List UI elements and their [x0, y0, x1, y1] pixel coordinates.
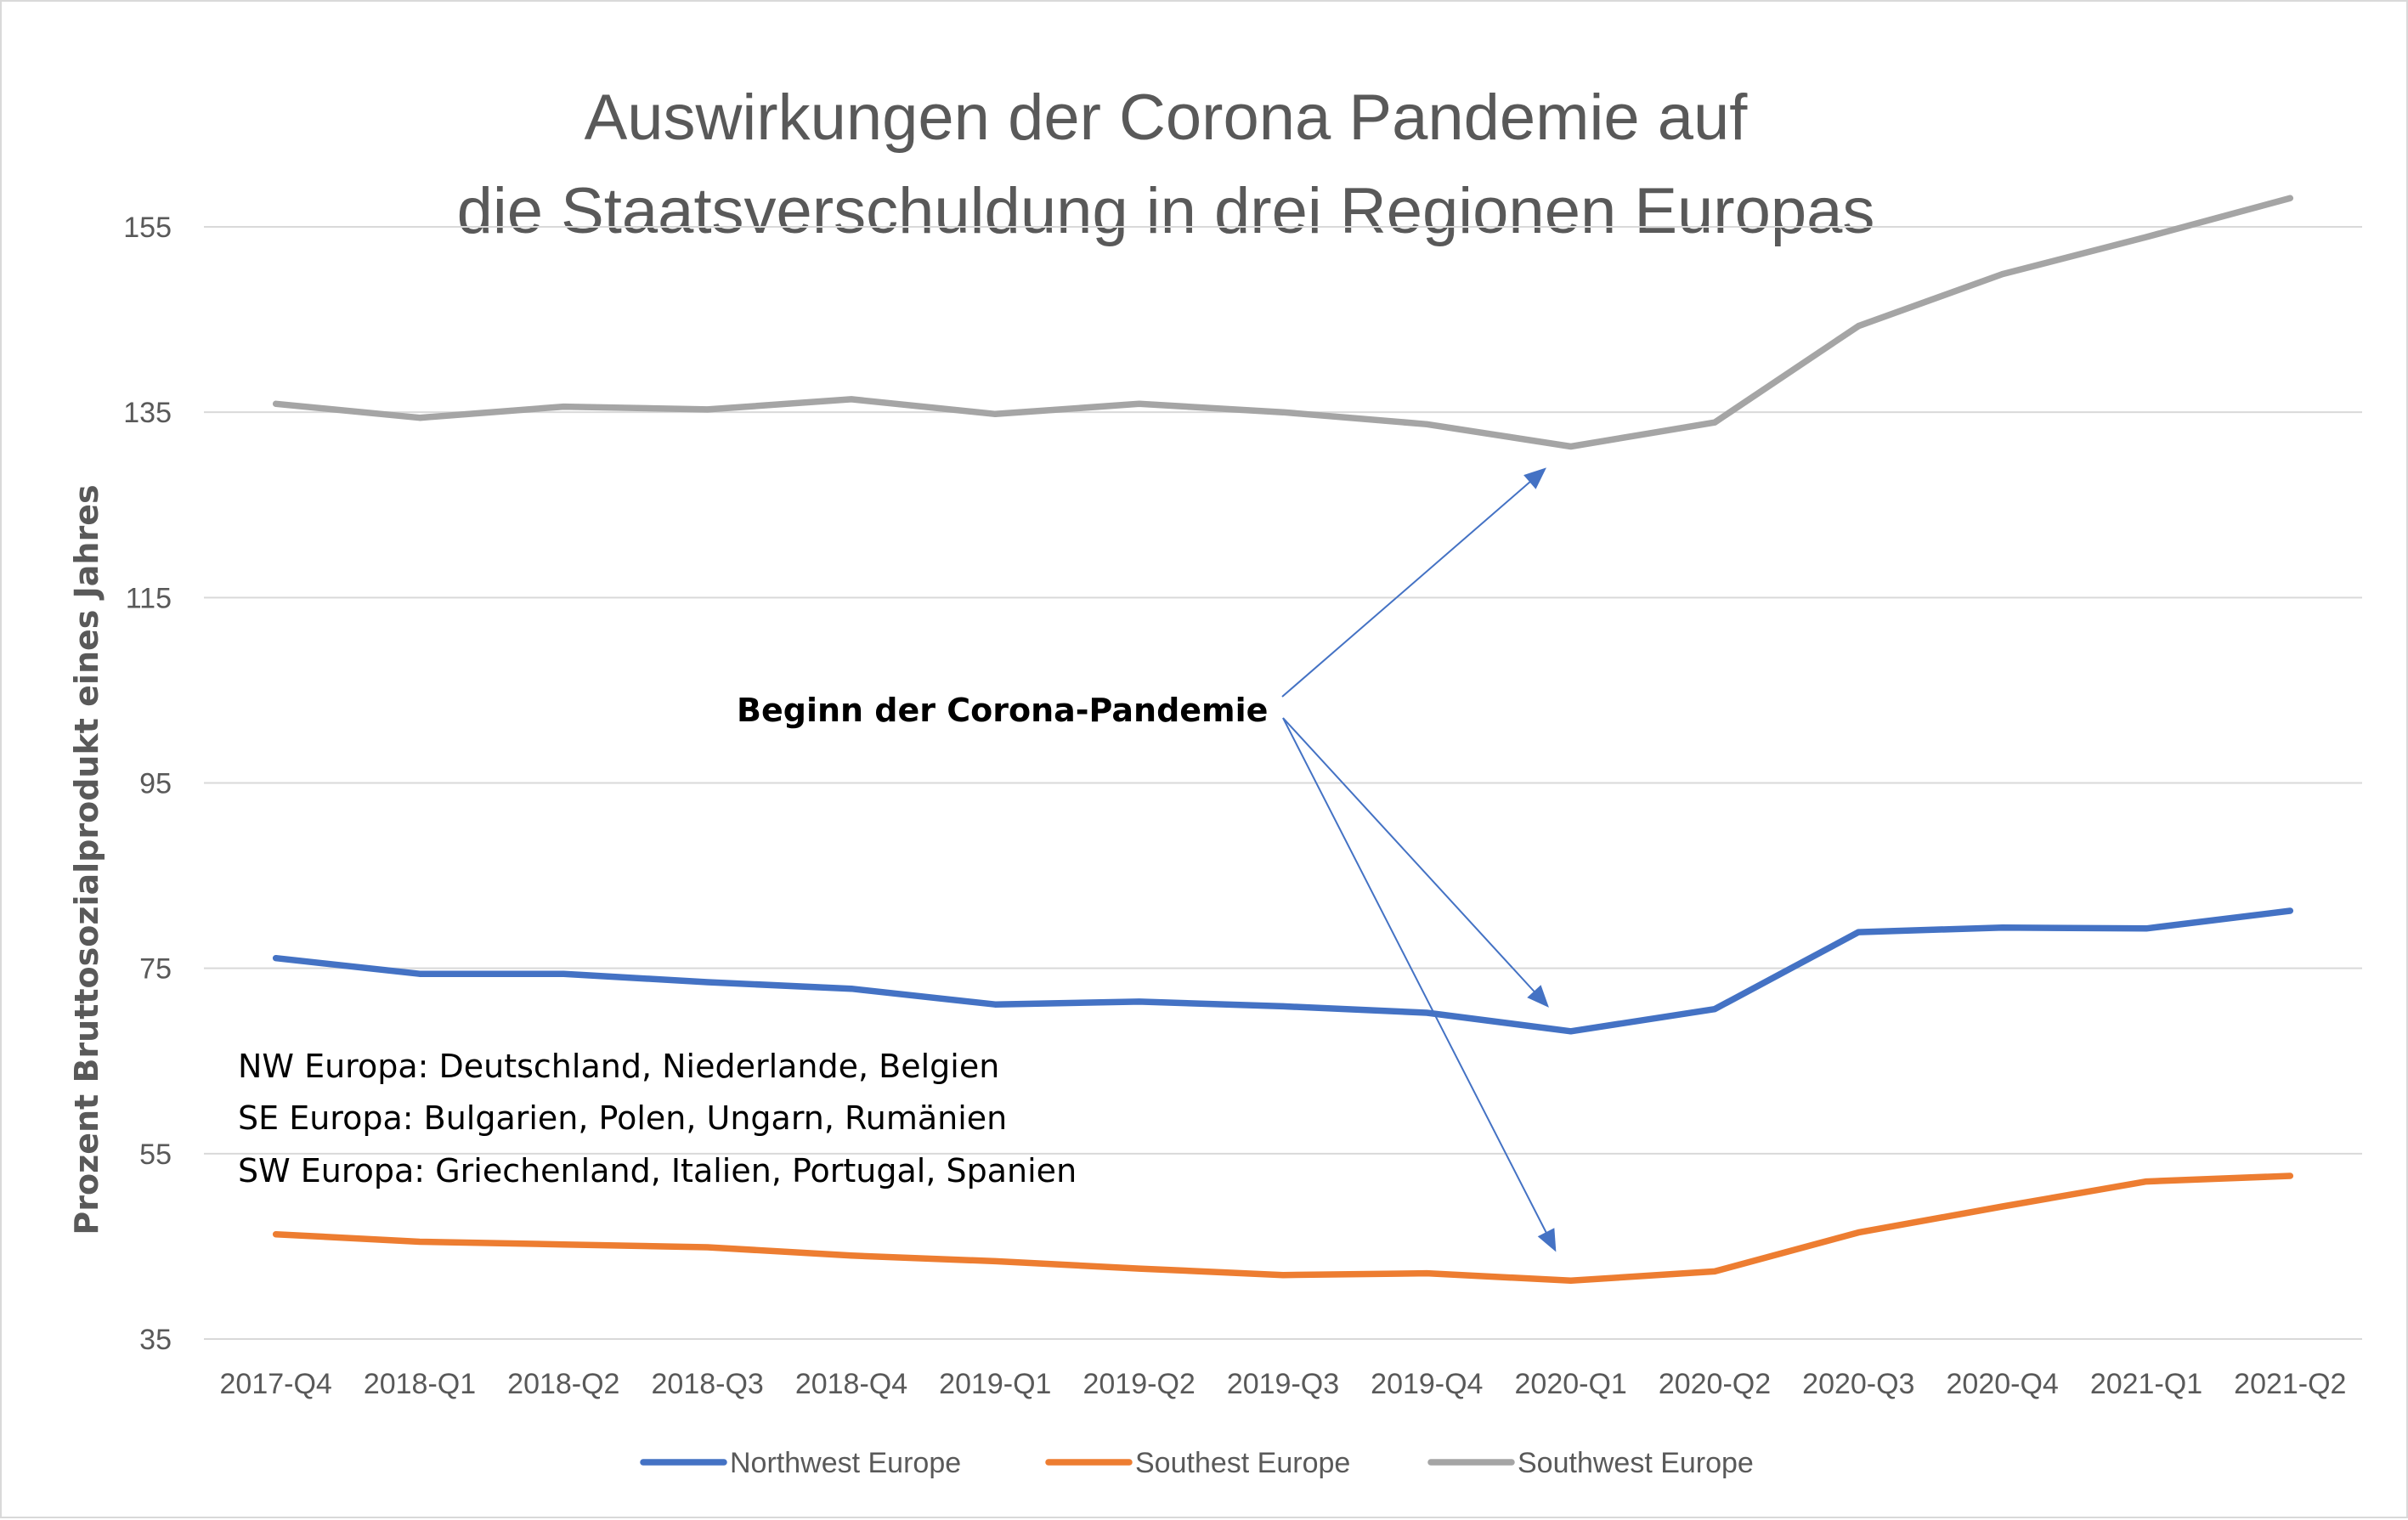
data-point-southwest-europe-2018-q3: [704, 406, 711, 413]
data-point-southest-europe-2018-q2: [560, 1241, 567, 1248]
y-tick-155: 155: [123, 212, 172, 244]
data-point-northwest-europe-2021-q1: [2143, 925, 2150, 932]
data-point-northwest-europe-2017-q4: [273, 955, 280, 962]
x-tick-2020-q4: 2020-Q4: [1947, 1368, 2059, 1400]
note-nw: NW Europa: Deutschland, Niederlande, Bel…: [238, 1048, 999, 1085]
data-point-southest-europe-2018-q1: [416, 1238, 423, 1245]
data-point-northwest-europe-2019-q4: [1423, 1009, 1430, 1016]
y-tick-75: 75: [139, 953, 172, 986]
x-tick-2019-q2: 2019-Q2: [1083, 1368, 1196, 1400]
data-point-northwest-europe-2021-q2: [2286, 907, 2293, 914]
annotation-arrowhead-southwest-europe: [1523, 467, 1546, 489]
data-point-southwest-europe-2017-q4: [273, 400, 280, 407]
data-point-northwest-europe-2020-q4: [1999, 924, 2006, 931]
data-point-northwest-europe-2018-q3: [704, 979, 711, 986]
data-point-northwest-europe-2020-q1: [1568, 1028, 1574, 1035]
data-point-southwest-europe-2019-q1: [992, 410, 998, 417]
legend-label-southest-europe: Southest Europe: [1135, 1447, 1350, 1479]
data-point-northwest-europe-2018-q4: [848, 986, 855, 992]
y-tick-95: 95: [139, 768, 172, 800]
y-tick-55: 55: [139, 1139, 172, 1171]
legend-label-northwest-europe: Northwest Europe: [730, 1447, 961, 1479]
pandemic-annotation: Beginn der Corona-Pandemie: [737, 467, 1557, 1252]
data-point-northwest-europe-2018-q2: [560, 970, 567, 977]
data-point-northwest-europe-2019-q2: [1136, 998, 1143, 1005]
region-notes: NW Europa: Deutschland, Niederlande, Bel…: [238, 1048, 1077, 1189]
series-lines: [272, 195, 2294, 1285]
series-line-southest-europe: [272, 1172, 2294, 1285]
legend: Northwest Europe Southest Europe Southwest…: [640, 1447, 1754, 1479]
data-point-southwest-europe-2020-q4: [1999, 271, 2006, 278]
data-point-southest-europe-2019-q4: [1423, 1270, 1430, 1277]
x-tick-2019-q4: 2019-Q4: [1371, 1368, 1483, 1400]
data-point-southwest-europe-2019-q3: [1280, 409, 1286, 415]
data-point-northwest-europe-2018-q1: [416, 970, 423, 977]
data-point-southest-europe-2019-q1: [992, 1257, 998, 1264]
annotation-arrow-southest-europe: [1282, 717, 1550, 1238]
x-tick-2017-q4: 2017-Q4: [220, 1368, 332, 1400]
data-point-northwest-europe-2020-q3: [1855, 929, 1862, 935]
data-point-southwest-europe-2018-q2: [560, 404, 567, 410]
x-tick-2019-q3: 2019-Q3: [1227, 1368, 1339, 1400]
x-tick-2021-q2: 2021-Q2: [2234, 1368, 2346, 1400]
x-tick-2018-q2: 2018-Q2: [507, 1368, 619, 1400]
y-axis-label: Prozent Bruttosozialprodukt eines Jahres: [68, 484, 105, 1235]
data-point-southest-europe-2020-q4: [1999, 1203, 2006, 1210]
data-point-southest-europe-2021-q2: [2286, 1172, 2293, 1179]
y-tick-135: 135: [123, 397, 172, 429]
data-point-southwest-europe-2021-q1: [2143, 234, 2150, 240]
data-point-southwest-europe-2018-q1: [416, 415, 423, 421]
x-tick-2018-q4: 2018-Q4: [795, 1368, 907, 1400]
data-point-northwest-europe-2020-q2: [1711, 1006, 1718, 1013]
x-tick-2018-q3: 2018-Q3: [652, 1368, 764, 1400]
note-se: SE Europa: Bulgarien, Polen, Ungarn, Rum…: [238, 1099, 1007, 1137]
annotation-label: Beginn der Corona-Pandemie: [737, 692, 1268, 729]
data-point-southwest-europe-2020-q2: [1711, 419, 1718, 426]
x-tick-2019-q1: 2019-Q1: [939, 1368, 1051, 1400]
x-tick-2020-q2: 2020-Q2: [1659, 1368, 1771, 1400]
y-axis-ticks: 35 55 75 95 115 135 155: [123, 212, 172, 1356]
y-tick-115: 115: [126, 582, 172, 614]
data-point-southest-europe-2019-q2: [1136, 1265, 1143, 1272]
annotation-arrows: [1281, 467, 1557, 1252]
chart-title-line-1: Auswirkungen der Corona Pandemie auf: [585, 82, 1749, 154]
data-point-southwest-europe-2019-q2: [1136, 400, 1143, 407]
annotation-arrowhead-southest-europe: [1537, 1228, 1557, 1252]
data-point-northwest-europe-2019-q1: [992, 1001, 998, 1008]
annotation-arrow-northwest-europe: [1282, 717, 1539, 996]
data-point-southest-europe-2017-q4: [273, 1231, 280, 1238]
x-tick-2021-q1: 2021-Q1: [2090, 1368, 2202, 1400]
data-point-southest-europe-2019-q3: [1280, 1272, 1286, 1279]
legend-label-southwest-europe: Southwest Europe: [1518, 1447, 1754, 1479]
note-sw: SW Europa: Griechenland, Italien, Portug…: [238, 1152, 1077, 1189]
data-point-southwest-europe-2021-q2: [2286, 195, 2293, 201]
data-point-southest-europe-2020-q2: [1711, 1268, 1718, 1274]
data-point-southwest-europe-2019-q4: [1423, 421, 1430, 427]
x-tick-2020-q3: 2020-Q3: [1802, 1368, 1914, 1400]
data-point-southwest-europe-2020-q3: [1855, 323, 1862, 330]
data-point-southest-europe-2020-q3: [1855, 1229, 1862, 1236]
data-point-southest-europe-2020-q1: [1568, 1277, 1574, 1284]
data-point-northwest-europe-2019-q3: [1280, 1003, 1286, 1009]
data-point-southwest-europe-2020-q1: [1568, 444, 1574, 450]
chart-title-line-2: die Staatsverschuldung in drei Regionen …: [457, 175, 1875, 247]
data-point-southest-europe-2021-q1: [2143, 1178, 2150, 1185]
annotation-arrowhead-northwest-europe: [1527, 985, 1549, 1008]
annotation-arrow-southwest-europe: [1281, 477, 1535, 698]
data-point-southest-europe-2018-q3: [704, 1244, 711, 1251]
x-tick-2020-q1: 2020-Q1: [1515, 1368, 1627, 1400]
x-axis-ticks: 2017-Q4 2018-Q1 2018-Q2 2018-Q3 2018-Q4 2019-…: [220, 1368, 2347, 1400]
y-tick-35: 35: [139, 1324, 172, 1356]
x-tick-2018-q1: 2018-Q1: [364, 1368, 476, 1400]
data-point-southwest-europe-2018-q4: [848, 396, 855, 403]
data-point-southest-europe-2018-q4: [848, 1252, 855, 1259]
series-line-northwest-europe: [272, 907, 2294, 1035]
